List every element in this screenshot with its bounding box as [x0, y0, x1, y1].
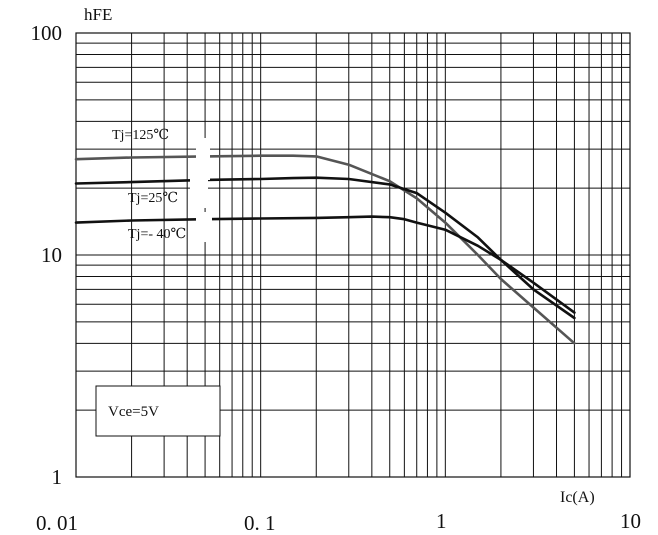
x-tick-label: 0. 01: [36, 511, 78, 535]
series-label-3: Tj=- 40℃: [128, 227, 186, 242]
series-labels: Tj=125℃ Tj=25℃ Tj=- 40℃: [112, 128, 212, 242]
plot-frame: [75, 32, 631, 478]
vce-annotation: Vce=5V: [95, 385, 221, 437]
vce-annotation-box: [95, 385, 221, 437]
vce-annotation-text: Vce=5V: [108, 404, 159, 420]
tick-labels: 0. 01 0. 1 1 10 1 10 100: [31, 21, 642, 535]
grid: [75, 33, 630, 478]
y-tick-label: 10: [41, 243, 62, 267]
series-label-mask: [196, 212, 212, 242]
x-tick-label: 1: [436, 509, 447, 533]
series-label-mask: [196, 138, 210, 180]
series-label-mask: [190, 176, 208, 208]
series-line-1: [74, 154, 576, 345]
series-line-3: [74, 215, 576, 314]
y-tick-label: 100: [31, 21, 63, 45]
x-axis-label: Ic(A): [560, 489, 595, 506]
series-label-2: Tj=25℃: [128, 191, 178, 206]
curves: [74, 154, 576, 345]
x-tick-label: 0. 1: [244, 511, 276, 535]
y-tick-label: 1: [52, 465, 63, 489]
x-tick-label: 10: [620, 509, 641, 533]
y-axis-label: hFE: [84, 5, 112, 24]
series-label-1: Tj=125℃: [112, 128, 169, 143]
